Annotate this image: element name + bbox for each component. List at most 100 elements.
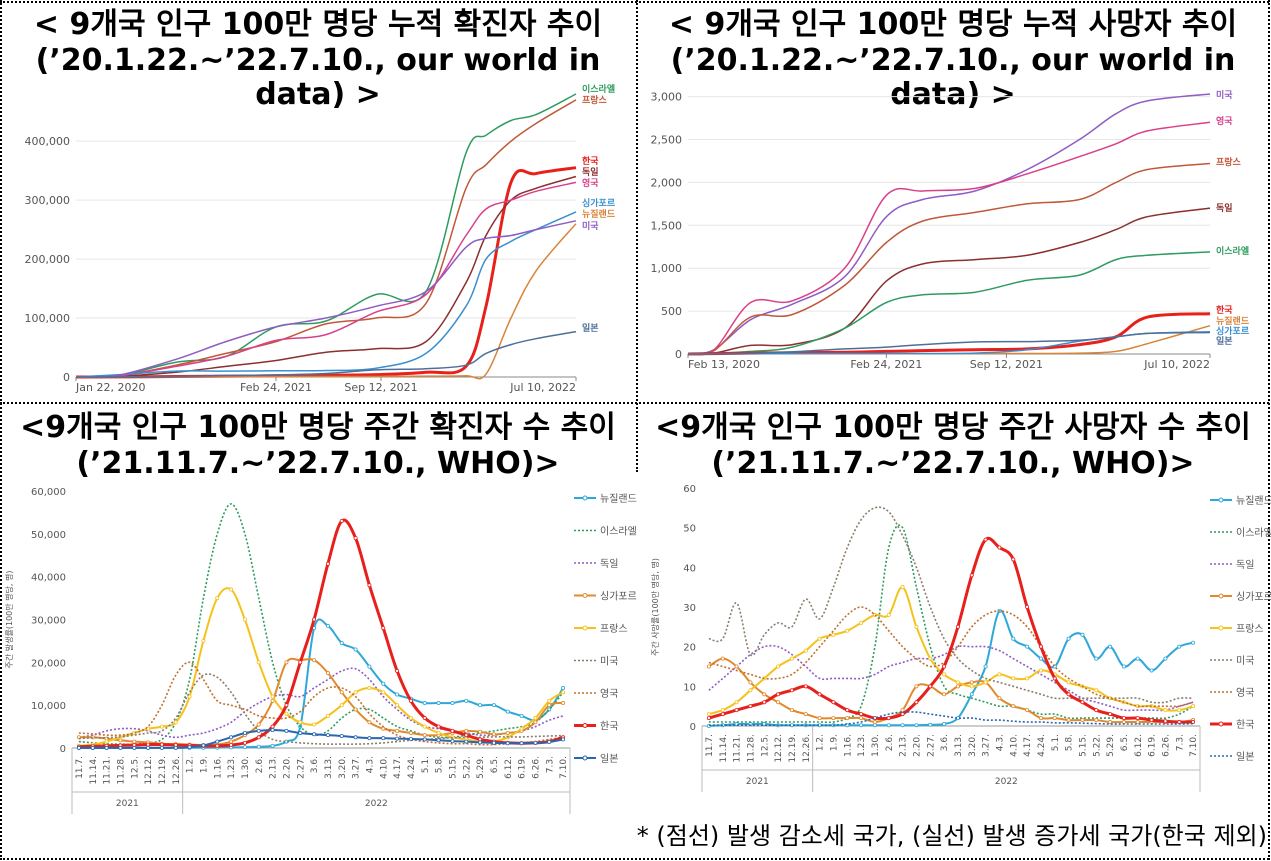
data-point (325, 733, 330, 738)
data-point (353, 707, 358, 712)
x-tick-label: 6.26. (531, 756, 541, 779)
data-point (1080, 700, 1085, 705)
data-point (478, 740, 483, 745)
data-point (1038, 656, 1043, 661)
data-point (436, 724, 441, 729)
x-tick-label: 4.10. (379, 756, 389, 779)
x-tick-label: 6.26. (1161, 734, 1171, 757)
data-point (706, 664, 711, 669)
data-point (845, 708, 850, 713)
legend-marker (582, 723, 588, 728)
y-tick-label: 300,000 (25, 194, 71, 207)
data-point (859, 620, 864, 625)
x-tick-label: 1.30. (871, 734, 881, 757)
x-tick-label: 12.19. (788, 734, 798, 763)
data-point (505, 731, 510, 736)
data-point (1025, 708, 1030, 713)
data-point (270, 694, 275, 699)
data-point (519, 713, 524, 718)
x-tick-label: 12.26. (802, 734, 812, 763)
data-point (928, 656, 933, 661)
data-point (1135, 656, 1140, 661)
data-point (215, 743, 220, 748)
legend-marker (582, 593, 588, 598)
data-point (229, 735, 234, 740)
data-point (1177, 644, 1182, 649)
data-point (983, 664, 988, 669)
y-tick-label: 1,500 (651, 219, 683, 232)
series-line-1 (708, 609, 1194, 727)
y-tick-label: 60,000 (31, 487, 66, 498)
right-border (1268, 0, 1270, 860)
series-line-3 (78, 667, 564, 739)
x-tick-label: 12.12. (144, 756, 154, 785)
data-point (762, 700, 767, 705)
legend-marker (582, 755, 588, 761)
data-point (201, 638, 206, 643)
data-point (215, 739, 220, 744)
data-point (491, 732, 496, 737)
bottom-border (0, 858, 1269, 860)
data-point (339, 703, 344, 708)
series-line-1 (687, 93, 1211, 355)
data-point (270, 743, 275, 748)
year-label: 2021 (116, 799, 139, 809)
legend-marker (1218, 625, 1224, 631)
x-tick-label: 5.1. (421, 756, 431, 773)
data-point (284, 660, 289, 665)
x-tick-label: 4.24. (1037, 734, 1047, 757)
data-point (229, 743, 234, 748)
x-tick-label: 3.27. (982, 734, 992, 757)
data-point (942, 672, 947, 677)
x-tick-label: 1.23. (227, 756, 237, 779)
series-line-2 (687, 121, 1211, 356)
divider-vertical (636, 0, 638, 472)
panel-title: < 9개국 인구 100만 명당 누적 확진자 추이 (33, 7, 603, 42)
data-point (284, 728, 289, 733)
series-label: 독일 (1216, 202, 1233, 214)
x-tick-label: 11.14. (89, 756, 99, 785)
x-tick-label: 2.20. (282, 756, 292, 779)
data-point (789, 688, 794, 693)
data-point (1108, 712, 1113, 717)
series-label: 뉴질랜드 (582, 208, 616, 220)
data-point (298, 720, 303, 725)
data-point (983, 680, 988, 685)
data-point (270, 728, 275, 733)
data-point (1025, 644, 1030, 649)
legend-marker (582, 495, 588, 501)
data-point (353, 735, 358, 740)
series-label: 독일 (582, 166, 599, 178)
x-tick-label: 3.27. (352, 756, 362, 779)
legend-marker (1218, 721, 1224, 727)
series-line-4 (687, 207, 1211, 355)
data-point (436, 738, 441, 743)
data-point (353, 647, 358, 652)
panel-subtitle: (’20.1.22.~’22.7.10., our world in data)… (670, 43, 1236, 112)
series-line-5 (75, 181, 577, 379)
x-tick-label: 3.13. (954, 734, 964, 757)
data-point (1177, 720, 1182, 725)
data-point (478, 729, 483, 734)
data-point (955, 624, 960, 629)
data-point (734, 664, 739, 669)
x-tick-label: 6.12. (504, 756, 514, 779)
series-label: 한국 (1216, 304, 1233, 316)
data-point (436, 731, 441, 736)
data-point (76, 745, 81, 750)
data-point (256, 660, 261, 665)
x-tick-label: 1.9. (199, 756, 209, 773)
data-point (561, 690, 566, 695)
data-point (242, 740, 247, 745)
data-point (561, 686, 566, 691)
legend-label: 한국 (600, 721, 618, 733)
data-point (256, 735, 261, 740)
data-point (900, 712, 905, 717)
data-point (159, 742, 164, 747)
panel-cumulative-deaths: < 9개국 인구 100만 명당 누적 사망자 추이 (’20.1.22.~’2… (636, 0, 1270, 402)
data-point (983, 537, 988, 542)
x-tick-label: 2.27. (296, 756, 306, 779)
x-tick-label: 12.19. (158, 756, 168, 785)
x-tick-label: 5.22. (462, 756, 472, 779)
x-tick-label: 5.29. (476, 756, 486, 779)
